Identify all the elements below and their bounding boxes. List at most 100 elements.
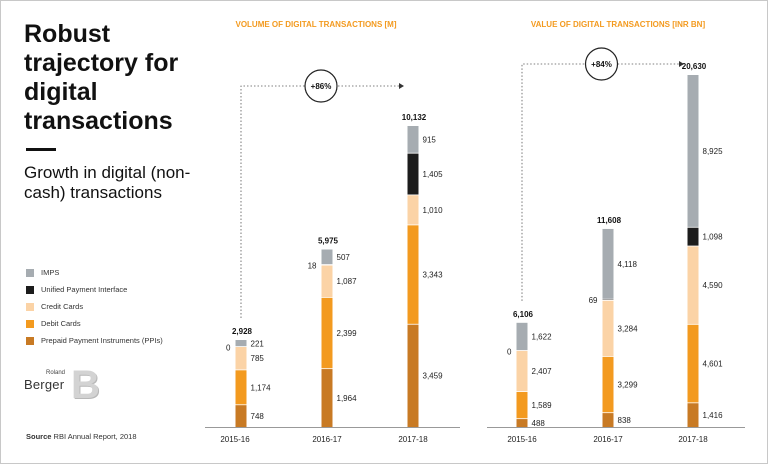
bar-segment [321,249,333,265]
legend-swatch [26,319,34,328]
x-tick-label: 2015-16 [507,435,537,444]
legend-item-imps: IMPS [26,264,216,281]
bar-segment [235,346,247,370]
chart-1: VOLUME OF DIGITAL TRANSACTIONS [M] 748 1,1… [205,20,460,444]
data-label: 507 [337,253,351,262]
data-label: 2,407 [532,367,553,376]
growth-circle [584,47,619,81]
x-tick-label: 2017-18 [398,435,428,444]
bar-segment [407,194,419,225]
chart-2: VALUE OF DIGITAL TRANSACTIONS [INR BN] 48… [487,20,745,444]
data-label: 1,098 [703,233,724,242]
bar-segment [516,322,528,351]
bar-segment [687,75,699,228]
legend-item-ppi: Prepaid Payment Instruments (PPIs) [26,332,216,349]
bar-segment [687,402,699,427]
data-label: 4,118 [618,260,638,269]
x-tick-label: 2017-18 [678,435,708,444]
legend-label: Unified Payment Interface [41,285,128,294]
total-label: 2,928 [232,327,253,336]
legend-swatch [26,302,34,311]
total-label: 20,630 [682,62,707,71]
x-tick-label: 2016-17 [312,435,342,444]
bar-segment [321,297,333,369]
bar-segment [687,227,699,247]
data-label: 3,284 [618,324,639,333]
data-label: 221 [251,339,265,348]
bar-segment [235,340,247,347]
bar-segment [687,324,699,403]
chart-title: VOLUME OF DIGITAL TRANSACTIONS [M] [235,20,396,29]
legend-swatch [26,268,34,277]
bar-segment [407,224,419,325]
bar-segment [321,265,333,298]
total-label: 11,608 [597,216,622,225]
bar-segment [235,404,247,427]
data-label: 8,925 [703,147,724,156]
chart-title: VALUE OF DIGITAL TRANSACTIONS [INR BN] [531,20,706,29]
data-label: 1,416 [703,411,724,420]
source-note: Source RBI Annual Report, 2018 [26,432,137,441]
growth-arrow-line [521,63,679,301]
growth-label: +84% [591,60,612,69]
x-tick-label: 2015-16 [220,435,250,444]
source-prefix: Source [26,432,52,441]
bar-segment [407,126,419,154]
page-title: Robust trajectory for digital transactio… [24,20,179,135]
bar-segment [602,356,614,413]
data-label: 1,622 [532,333,553,342]
growth-circle [304,69,338,103]
roland-berger-logo: Roland Berger B [24,363,104,408]
legend-item-upi: Unified Payment Interface [26,281,216,298]
bar-segment [235,369,247,405]
data-label: 18 [308,262,317,271]
bar-segment [687,246,699,325]
bar-segment [516,391,528,419]
logo-b-mark-icon: B [71,363,100,407]
legend-label: IMPS [41,268,60,277]
page-subtitle: Growth in digital (non-cash) transaction… [24,163,191,202]
data-label: 1,087 [337,277,358,286]
data-label: 2,399 [337,329,358,338]
x-tick-label: 2016-17 [593,435,623,444]
data-label: 4,601 [703,360,724,369]
bar-segment [516,350,528,392]
legend-swatch [26,285,34,294]
bar-segment [407,153,419,195]
data-label: 3,459 [423,372,444,381]
data-label: 785 [251,354,265,363]
growth-arrow-line [240,85,399,319]
data-label: 1,589 [532,401,553,410]
data-label: 0 [226,344,231,353]
legend-item-credit-cards: Credit Cards [26,298,216,315]
bar-segment [321,368,333,427]
legend-label: Credit Cards [41,302,84,311]
data-label: 1,010 [423,206,444,215]
legend: IMPS Unified Payment Interface Credit Ca… [26,264,216,349]
growth-arrowhead-icon [679,61,684,67]
data-label: 4,590 [703,281,724,290]
bar-segment [602,300,614,357]
title-divider [26,148,56,151]
data-label: 1,405 [423,170,444,179]
data-label: 1,174 [251,383,272,392]
source-text: RBI Annual Report, 2018 [53,432,137,441]
total-label: 6,106 [513,310,534,319]
logo-text-big: Berger [24,377,65,392]
logo-text-small: Roland [46,370,66,376]
data-label: 69 [589,296,598,305]
total-label: 10,132 [402,113,427,122]
data-label: 838 [618,416,632,425]
legend-label: Prepaid Payment Instruments (PPIs) [41,336,163,345]
legend-swatch [26,336,34,345]
data-label: 1,964 [337,394,358,403]
data-label: 915 [423,136,437,145]
data-label: 488 [532,419,546,428]
bar-segment [602,228,614,300]
legend-label: Debit Cards [41,319,81,328]
data-label: 0 [507,347,512,356]
total-label: 5,975 [318,236,339,245]
bar-segment [516,418,528,427]
growth-label: +86% [311,82,332,91]
